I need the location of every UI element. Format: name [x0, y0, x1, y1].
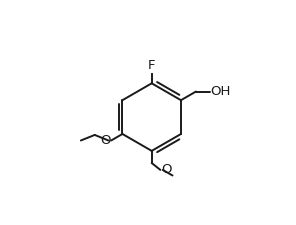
Text: O: O — [100, 134, 110, 147]
Text: O: O — [161, 163, 172, 176]
Text: OH: OH — [210, 85, 231, 98]
Text: F: F — [148, 59, 155, 72]
